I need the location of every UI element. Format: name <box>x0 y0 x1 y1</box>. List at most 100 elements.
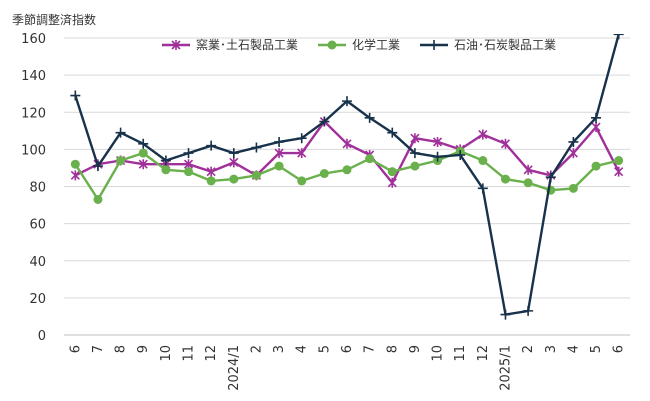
legend-marker <box>429 40 439 50</box>
data-point <box>614 166 624 177</box>
data-point <box>523 164 533 175</box>
data-point <box>477 183 488 194</box>
data-point <box>568 136 579 147</box>
data-point <box>297 176 307 186</box>
data-point <box>251 170 261 180</box>
data-point <box>409 148 420 159</box>
data-point <box>116 156 126 166</box>
series-line <box>74 149 619 201</box>
data-point <box>410 161 420 171</box>
x-tick-label: 4 <box>566 345 581 353</box>
x-tick-label: 11 <box>182 345 197 362</box>
data-point <box>591 112 602 123</box>
x-tick-label: 5 <box>589 345 604 353</box>
data-point <box>613 34 624 40</box>
x-tick-label: 9 <box>136 345 151 353</box>
data-point <box>138 138 149 149</box>
data-point <box>93 194 103 204</box>
y-tick-label: 60 <box>29 218 46 233</box>
data-point <box>365 154 375 164</box>
legend-label: 化学工業 <box>352 37 400 52</box>
x-tick-label: 4 <box>295 345 310 353</box>
legend-label: 窯業･土石製品工業 <box>196 37 298 52</box>
data-point <box>160 155 171 166</box>
x-tick-label: 7 <box>363 345 378 353</box>
x-tick-label: 5 <box>317 345 332 353</box>
x-tick-label: 9 <box>408 345 423 353</box>
x-tick-label: 2 <box>521 345 536 353</box>
legend-item: 化学工業 <box>318 37 400 52</box>
x-tick-label: 3 <box>544 345 559 353</box>
y-tick-label: 80 <box>29 181 46 196</box>
data-point <box>432 136 443 147</box>
data-point <box>500 174 510 184</box>
legend-marker <box>171 40 181 50</box>
y-axis-title: 季節調整済指数 <box>12 12 96 27</box>
x-tick-label: 8 <box>114 345 129 353</box>
data-point <box>614 156 624 166</box>
x-tick-label: 10 <box>431 345 446 362</box>
series-line <box>74 34 620 316</box>
x-tick-labels: 6 7 8 9 10 11 12 2024/1 2 3 4 5 6 7 8 9 10 11 12 2025/1 2 3 4 5… <box>68 345 626 391</box>
data-point <box>229 157 239 168</box>
y-tick-label: 100 <box>21 143 46 158</box>
data-point <box>70 90 81 101</box>
x-tick-label: 12 <box>204 345 219 362</box>
data-point <box>183 148 194 159</box>
data-point <box>274 148 284 159</box>
x-tick-label: 11 <box>453 345 468 362</box>
data-point <box>115 127 126 138</box>
x-tick-label: 8 <box>385 345 400 353</box>
data-point <box>410 133 420 144</box>
data-point <box>296 133 307 144</box>
x-tick-label: 6 <box>340 345 355 353</box>
x-tick-label: 2024/1 <box>227 345 242 391</box>
data-point <box>523 178 533 188</box>
x-tick-label: 12 <box>476 345 491 362</box>
data-point <box>92 161 103 172</box>
data-point <box>70 159 80 169</box>
grid-lines <box>64 37 630 299</box>
data-point <box>500 138 511 149</box>
y-tick-label: 140 <box>21 69 46 84</box>
x-tick-label: 10 <box>159 345 174 362</box>
x-tick-label: 6 <box>612 345 627 353</box>
series-lines <box>70 34 624 320</box>
data-point <box>206 140 217 151</box>
x-tick-label: 2025/1 <box>498 345 513 391</box>
legend-item: 石油･石炭製品工業 <box>420 38 556 52</box>
data-point <box>478 156 488 166</box>
legend-label: 石油･石炭製品工業 <box>454 38 556 52</box>
data-point <box>138 148 148 158</box>
y-tick-label: 160 <box>21 32 46 47</box>
data-point <box>500 309 511 320</box>
data-point <box>387 127 398 138</box>
data-point <box>319 116 330 127</box>
data-point <box>138 159 148 170</box>
data-point <box>342 165 352 175</box>
data-point <box>274 161 284 171</box>
data-point <box>70 170 80 181</box>
y-tick-label: 0 <box>38 329 46 344</box>
data-point <box>297 148 307 159</box>
x-tick-label: 7 <box>91 345 106 353</box>
data-point <box>523 305 534 316</box>
data-point <box>206 166 216 177</box>
y-tick-label: 120 <box>21 106 46 121</box>
data-point <box>591 122 601 133</box>
data-point <box>184 167 194 177</box>
data-point <box>568 148 578 159</box>
data-point <box>251 142 262 153</box>
data-point <box>319 169 329 179</box>
series-2 <box>70 34 624 320</box>
x-tick-label: 2 <box>249 345 264 353</box>
data-point <box>387 177 397 188</box>
x-tick-label: 3 <box>272 345 287 353</box>
data-point <box>387 167 397 177</box>
data-point <box>545 172 556 183</box>
data-point <box>568 183 578 193</box>
data-point <box>455 149 466 160</box>
y-tick-label: 20 <box>29 292 46 307</box>
legend-marker <box>327 40 337 50</box>
legend-item: 窯業･土石製品工業 <box>162 37 298 52</box>
